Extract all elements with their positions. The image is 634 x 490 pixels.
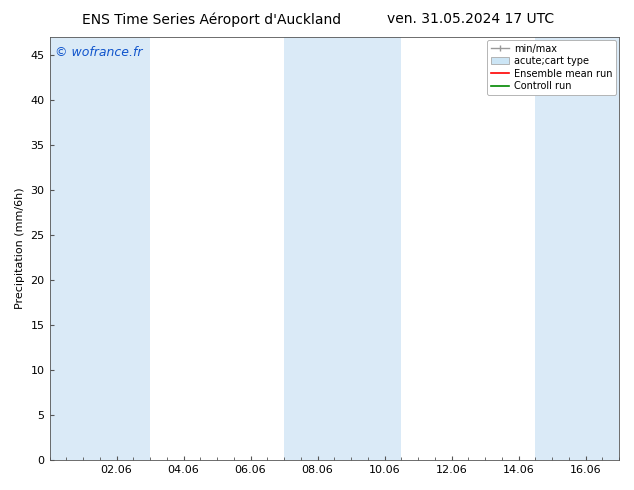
Text: ENS Time Series Aéroport d'Auckland: ENS Time Series Aéroport d'Auckland [82, 12, 342, 27]
Bar [100, 37, 150, 460]
Bar [351, 37, 401, 460]
Y-axis label: Precipitation (mm/6h): Precipitation (mm/6h) [15, 188, 25, 309]
Text: ven. 31.05.2024 17 UTC: ven. 31.05.2024 17 UTC [387, 12, 554, 26]
Bar [535, 37, 619, 460]
Legend: min/max, acute;cart type, Ensemble mean run, Controll run: min/max, acute;cart type, Ensemble mean … [488, 40, 616, 95]
Bar [49, 37, 100, 460]
Bar [284, 37, 351, 460]
Text: © wofrance.fr: © wofrance.fr [55, 46, 143, 58]
